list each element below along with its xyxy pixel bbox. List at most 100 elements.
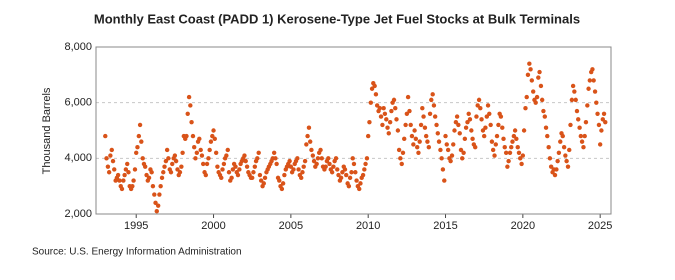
data-point [394,117,399,122]
data-point [168,170,174,175]
data-point [585,103,590,108]
data-point [372,83,377,89]
data-point [351,161,357,167]
data-point [396,147,402,153]
data-point [564,158,569,164]
data-point [442,178,447,183]
data-point [466,111,471,117]
data-point [192,145,197,150]
data-point [335,167,340,172]
y-tick-label: 2,000 [64,208,92,220]
data-point [412,128,417,133]
data-point [365,133,371,139]
data-point [262,175,268,181]
data-point [110,158,116,164]
data-point [362,167,367,172]
data-point [470,136,475,142]
data-point [108,153,113,158]
data-point [494,133,500,139]
data-point [457,131,462,136]
data-point [368,100,374,105]
data-point [469,128,474,133]
data-point [425,139,430,144]
data-point [595,111,600,117]
data-point [577,125,582,130]
data-point [154,209,159,214]
data-point [277,178,282,183]
data-point [105,164,111,169]
data-point [215,164,220,169]
data-point [560,133,565,139]
data-point [280,181,286,186]
data-point [117,178,122,183]
data-point [403,122,408,128]
data-point [161,170,166,175]
data-point [420,106,425,111]
data-point [416,150,421,155]
data-point [229,175,234,181]
data-point [387,119,393,125]
data-point [336,172,341,178]
data-point [300,170,305,175]
data-point [548,164,554,169]
data-point [152,192,157,197]
data-point [136,133,142,139]
data-point [529,78,535,83]
data-point [103,133,108,139]
data-point [552,172,558,178]
data-point [547,156,553,161]
data-point [115,172,121,178]
data-point [353,170,358,175]
data-point [521,128,527,133]
data-point [140,156,145,161]
data-point [185,111,190,117]
data-point [378,114,384,119]
y-axis-label: Thousand Barrels [41,87,53,174]
data-point [432,114,438,119]
data-point [244,164,250,169]
data-point [153,200,158,206]
data-point [440,167,446,172]
data-point [592,89,598,94]
chart-title: Monthly East Coast (PADD 1) Kerosene-Typ… [94,11,580,26]
data-point [524,94,529,100]
data-point [255,156,260,161]
data-point [422,125,428,130]
data-point [382,111,388,117]
x-tick-label: 2015 [433,220,457,232]
data-point [404,111,410,117]
data-point [541,108,546,114]
data-point [221,161,227,167]
data-point [402,136,407,142]
data-point [287,158,292,164]
data-point [198,147,203,153]
data-point [417,139,422,144]
data-point [408,122,413,128]
data-point [509,145,514,150]
data-point [418,122,424,128]
data-point [582,133,587,139]
data-point [360,172,366,178]
data-point [150,183,156,189]
data-point [443,133,448,139]
data-point [481,133,487,139]
data-point [271,150,277,155]
data-point [146,175,152,181]
data-point [583,119,589,125]
data-point [510,139,515,144]
data-point [594,100,599,105]
data-point [204,161,210,167]
data-point [411,142,416,147]
data-point [315,156,321,161]
data-point [252,164,258,169]
data-point [302,158,308,164]
data-point [488,122,493,128]
data-point [523,106,528,111]
data-point [323,164,328,169]
data-point [479,117,484,122]
y-tick-label: 4,000 [64,152,92,164]
data-point [319,156,324,161]
data-point [489,139,495,144]
plot-frame [95,46,612,215]
